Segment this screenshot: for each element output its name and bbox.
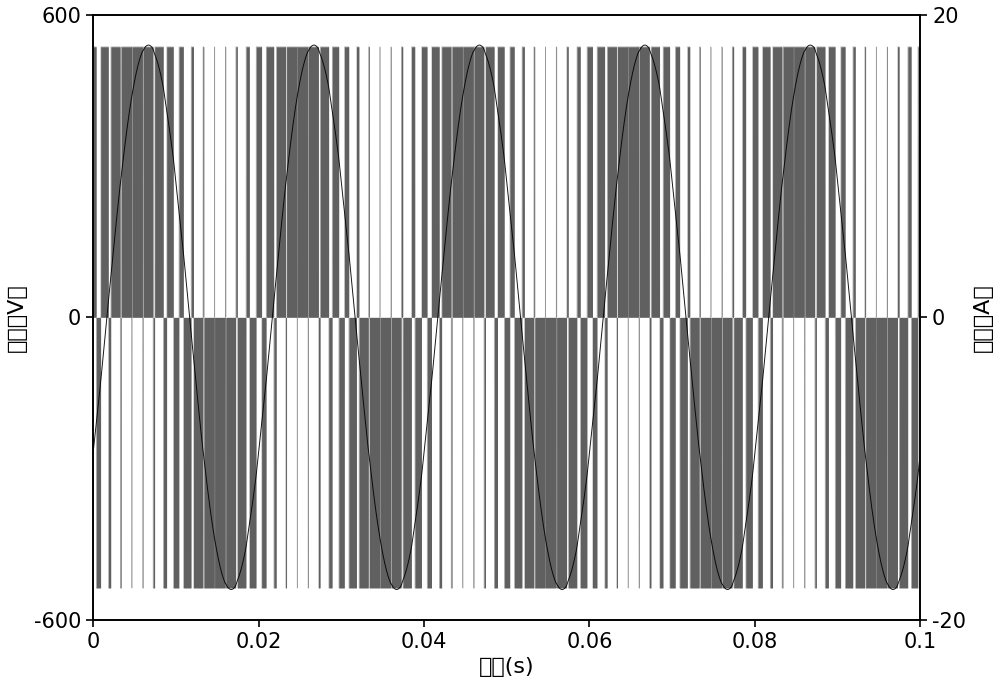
Y-axis label: 电流（A）: 电流（A） — [973, 283, 993, 352]
X-axis label: 时间(s): 时间(s) — [479, 657, 534, 677]
Y-axis label: 电压（V）: 电压（V） — [7, 283, 27, 352]
